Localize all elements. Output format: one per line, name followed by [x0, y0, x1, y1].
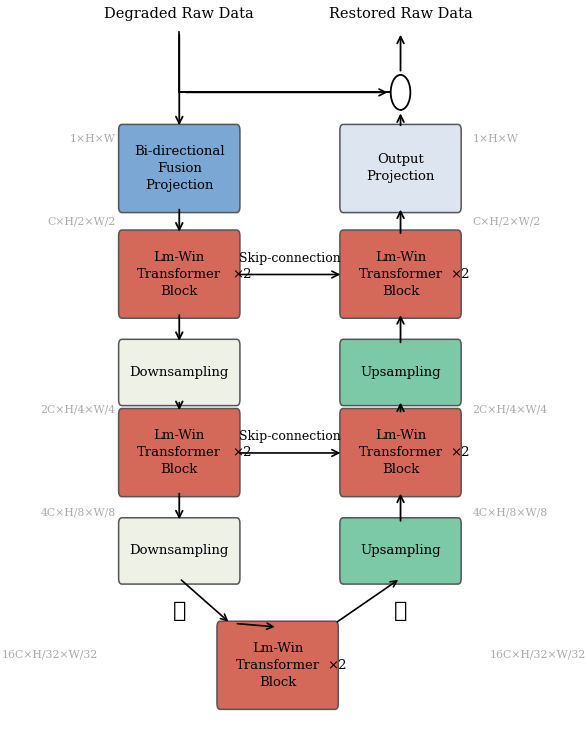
FancyBboxPatch shape	[340, 230, 461, 319]
Text: Lm-Win
Transformer
Block: Lm-Win Transformer Block	[137, 429, 221, 476]
Text: Skip-connection: Skip-connection	[239, 252, 341, 265]
Text: Bi-directional
Fusion
Projection: Bi-directional Fusion Projection	[134, 145, 225, 192]
FancyBboxPatch shape	[340, 339, 461, 406]
Text: ×2: ×2	[328, 659, 347, 672]
Text: 1×H×W: 1×H×W	[70, 134, 116, 144]
Text: 2C×H/4×W/4: 2C×H/4×W/4	[41, 404, 116, 414]
Text: Lm-Win
Transformer
Block: Lm-Win Transformer Block	[359, 429, 443, 476]
Text: C×H/2×W/2: C×H/2×W/2	[472, 217, 540, 226]
Text: ⋮: ⋮	[173, 600, 186, 622]
FancyBboxPatch shape	[119, 409, 240, 497]
Text: 16C×H/32×W/32: 16C×H/32×W/32	[490, 650, 586, 660]
Text: 4C×H/8×W/8: 4C×H/8×W/8	[472, 508, 547, 517]
FancyBboxPatch shape	[217, 621, 338, 709]
Text: Degraded Raw Data: Degraded Raw Data	[105, 7, 254, 21]
Text: Upsampling: Upsampling	[360, 366, 441, 379]
Text: Upsampling: Upsampling	[360, 545, 441, 557]
Text: Downsampling: Downsampling	[129, 366, 229, 379]
FancyBboxPatch shape	[119, 517, 240, 584]
Text: 16C×H/32×W/32: 16C×H/32×W/32	[2, 650, 98, 660]
FancyBboxPatch shape	[340, 409, 461, 497]
Text: 2C×H/4×W/4: 2C×H/4×W/4	[472, 404, 547, 414]
Text: Restored Raw Data: Restored Raw Data	[329, 7, 472, 21]
Text: C×H/2×W/2: C×H/2×W/2	[48, 217, 116, 226]
FancyBboxPatch shape	[119, 339, 240, 406]
Text: ×2: ×2	[232, 446, 251, 459]
Text: ×2: ×2	[450, 268, 470, 281]
Text: Lm-Win
Transformer
Block: Lm-Win Transformer Block	[359, 250, 443, 297]
FancyBboxPatch shape	[119, 125, 240, 213]
Text: 4C×H/8×W/8: 4C×H/8×W/8	[41, 508, 116, 517]
FancyBboxPatch shape	[119, 230, 240, 319]
FancyBboxPatch shape	[340, 125, 461, 213]
Text: Lm-Win
Transformer
Block: Lm-Win Transformer Block	[236, 642, 320, 688]
Text: ⋮: ⋮	[394, 600, 407, 622]
Circle shape	[390, 75, 410, 110]
Text: Output
Projection: Output Projection	[366, 153, 435, 184]
Text: Skip-connection: Skip-connection	[239, 430, 341, 443]
Text: ×2: ×2	[450, 446, 470, 459]
Text: 1×H×W: 1×H×W	[472, 134, 518, 144]
Text: Downsampling: Downsampling	[129, 545, 229, 557]
Text: Lm-Win
Transformer
Block: Lm-Win Transformer Block	[137, 250, 221, 297]
FancyBboxPatch shape	[340, 517, 461, 584]
Text: ×2: ×2	[232, 268, 251, 281]
